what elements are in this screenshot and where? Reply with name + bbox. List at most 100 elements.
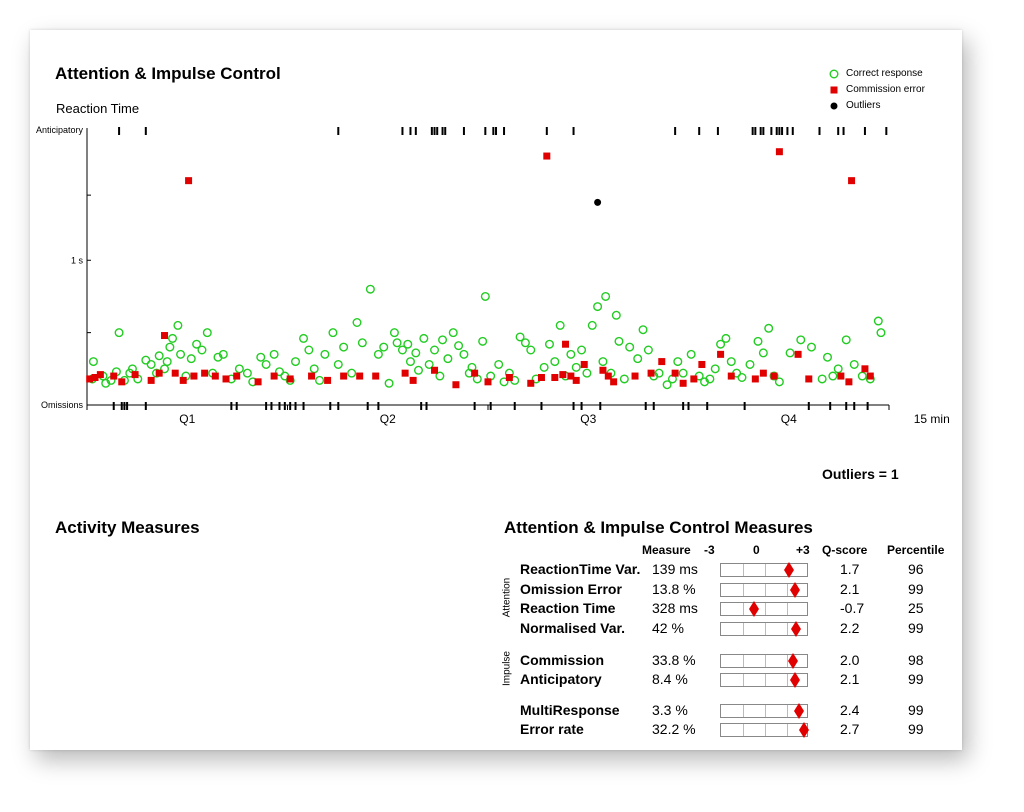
omission-event-36 bbox=[853, 402, 856, 410]
correct-response-point-105 bbox=[643, 345, 653, 355]
omission-event-34 bbox=[829, 402, 832, 410]
commission-error-point-26 bbox=[409, 376, 417, 384]
correct-response-point-85 bbox=[539, 362, 549, 372]
chart-subtitle: Reaction Time bbox=[56, 101, 140, 116]
commission-error-point-48 bbox=[679, 379, 687, 387]
anticipatory-event-25 bbox=[770, 127, 773, 135]
anticipatory-event-19 bbox=[698, 127, 701, 135]
correct-response-point-77 bbox=[494, 359, 504, 369]
commission-error-point-36 bbox=[559, 371, 567, 379]
correct-response-point-51 bbox=[365, 284, 375, 294]
commission-error-point-50 bbox=[698, 360, 706, 368]
measure-row-0-0-name: ReactionTime Var. bbox=[520, 561, 641, 577]
measure-row-1-0-name: Commission bbox=[520, 652, 605, 668]
anticipatory-event-10 bbox=[444, 127, 447, 135]
correct-response-point-57 bbox=[397, 345, 407, 355]
omission-event-25 bbox=[580, 402, 583, 410]
correct-response-point-102 bbox=[625, 342, 635, 352]
correct-response-point-137 bbox=[857, 371, 867, 381]
omission-event-27 bbox=[644, 402, 647, 410]
correct-response-point-22 bbox=[186, 354, 196, 364]
anticipatory-event-13 bbox=[492, 127, 495, 135]
measure-row-2-1-qscore-marker bbox=[798, 722, 809, 738]
commission-error-point-19 bbox=[286, 375, 294, 383]
anticipatory-event-7 bbox=[433, 127, 436, 135]
anticipatory-event-5 bbox=[414, 127, 417, 135]
correct-response-point-96 bbox=[598, 357, 608, 367]
correct-response-point-69 bbox=[454, 341, 464, 351]
omission-event-5 bbox=[230, 402, 233, 410]
correct-response-point-53 bbox=[379, 342, 389, 352]
omission-event-26 bbox=[599, 402, 602, 410]
correct-response-point-40 bbox=[299, 333, 309, 343]
anticipatory-event-32 bbox=[837, 127, 840, 135]
correct-response-point-28 bbox=[218, 349, 228, 359]
measure-row-0-1-name: Omission Error bbox=[520, 581, 622, 597]
anticipatory-event-15 bbox=[503, 127, 506, 135]
outliers-count-label: Outliers = 1 bbox=[822, 466, 899, 482]
correct-response-point-58 bbox=[403, 339, 413, 349]
correct-response-point-74 bbox=[478, 336, 488, 346]
measure-row-0-1-percentile: 99 bbox=[908, 581, 924, 597]
correct-response-point-91 bbox=[571, 362, 581, 372]
correct-response-point-39 bbox=[291, 357, 301, 367]
omission-event-17 bbox=[377, 402, 380, 410]
commission-error-point-0 bbox=[86, 375, 94, 383]
correct-response-point-30 bbox=[234, 364, 244, 374]
anticipatory-event-6 bbox=[430, 127, 433, 135]
measure-row-0-2-percentile: 25 bbox=[908, 600, 924, 616]
correct-response-point-52 bbox=[373, 349, 383, 359]
commission-error-point-37 bbox=[562, 340, 570, 348]
measure-row-0-1-qscore-marker bbox=[789, 582, 800, 598]
correct-response-point-67 bbox=[443, 354, 453, 364]
measure-row-0-1-value: 13.8 % bbox=[652, 581, 696, 597]
omission-event-2 bbox=[123, 402, 126, 410]
omission-event-35 bbox=[845, 402, 848, 410]
outlier-point-0 bbox=[594, 198, 602, 206]
correct-response-point-90 bbox=[566, 349, 576, 359]
commission-error-point-62 bbox=[861, 365, 869, 373]
measure-row-1-1-qscore-marker bbox=[789, 672, 800, 688]
measure-row-1-0-value: 33.8 % bbox=[652, 652, 696, 668]
correct-response-point-33 bbox=[256, 352, 266, 362]
commission-error-point-58 bbox=[805, 375, 813, 383]
correct-response-point-41 bbox=[304, 345, 314, 355]
commission-error-point-9 bbox=[171, 369, 179, 377]
legend-marker-correct bbox=[829, 69, 839, 79]
measure-row-0-0-value: 139 ms bbox=[652, 561, 698, 577]
correct-response-point-47 bbox=[339, 342, 349, 352]
anticipatory-event-17 bbox=[572, 127, 575, 135]
correct-response-point-31 bbox=[242, 368, 252, 378]
anticipatory-event-2 bbox=[337, 127, 340, 135]
commission-error-point-6 bbox=[147, 376, 155, 384]
correct-response-point-48 bbox=[347, 368, 357, 378]
correct-response-point-92 bbox=[577, 345, 587, 355]
correct-response-point-46 bbox=[333, 359, 343, 369]
measure-row-2-1-qscore: 2.7 bbox=[840, 721, 860, 737]
measure-row-0-2-name: Reaction Time bbox=[520, 600, 616, 616]
correct-response-point-45 bbox=[328, 328, 338, 338]
measure-row-0-2-qscore: -0.7 bbox=[840, 600, 865, 616]
y-tick-label-0: Omissions bbox=[41, 400, 84, 410]
correct-response-point-17 bbox=[165, 342, 175, 352]
measure-row-0-1-qscore: 2.1 bbox=[840, 581, 860, 597]
correct-response-point-116 bbox=[710, 364, 720, 374]
commission-error-point-16 bbox=[233, 372, 241, 380]
correct-response-point-49 bbox=[352, 318, 362, 328]
measure-row-1-1-percentile: 99 bbox=[908, 671, 924, 687]
omission-event-7 bbox=[265, 402, 268, 410]
omission-event-23 bbox=[540, 402, 543, 410]
correct-response-point-19 bbox=[173, 320, 183, 330]
correct-response-point-24 bbox=[197, 345, 207, 355]
commission-error-point-2 bbox=[96, 371, 104, 379]
correct-response-point-100 bbox=[614, 336, 624, 346]
measure-row-0-0-percentile: 96 bbox=[908, 561, 924, 577]
correct-response-point-35 bbox=[269, 349, 279, 359]
chart-title: Attention & Impulse Control bbox=[55, 64, 281, 83]
omission-event-15 bbox=[337, 402, 340, 410]
measure-row-1-1-name: Anticipatory bbox=[520, 671, 602, 687]
anticipatory-event-35 bbox=[885, 127, 888, 135]
commission-error-point-43 bbox=[610, 378, 618, 386]
anticipatory-event-20 bbox=[716, 127, 719, 135]
correct-response-point-34 bbox=[261, 359, 271, 369]
